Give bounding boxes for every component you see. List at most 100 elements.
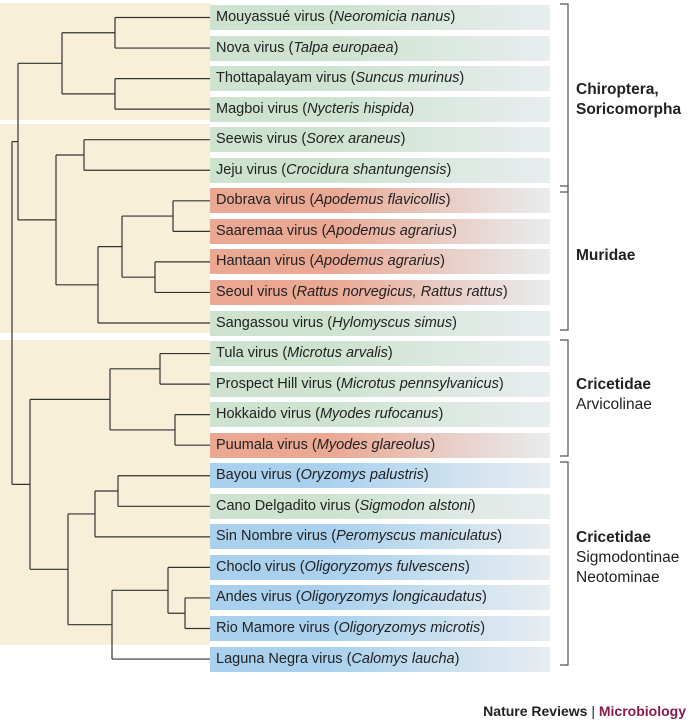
host-species: Oryzomys palustris <box>300 467 424 484</box>
closing-paren: ) <box>450 9 456 25</box>
virus-name: Puumala virus ( <box>216 436 317 453</box>
virus-name: Sin Nombre virus ( <box>216 528 337 545</box>
leaf-label: Nova virus (Talpa europaea) <box>210 35 550 61</box>
closing-paren: ) <box>400 131 406 148</box>
journal-section: Microbiology <box>598 703 686 719</box>
closing-paren: ) <box>393 39 399 56</box>
host-species: Talpa europaea <box>293 39 394 56</box>
host-species: Myodes glareolus <box>316 436 431 453</box>
group-subtitle: Arvicolinae <box>576 396 652 413</box>
leaf-label: Thottapalayam virus (Suncus murinus) <box>210 66 550 92</box>
virus-name: Jeju virus ( <box>216 161 287 178</box>
virus-name: Magboi virus ( <box>216 100 308 117</box>
host-species: Oligoryzomys longicaudatus <box>300 589 482 606</box>
leaf-label: Rio Mamore virus (Oligoryzomys microtis) <box>210 616 550 641</box>
leaf-label: Seewis virus (Sorex araneus) <box>210 127 550 153</box>
group-title: Cricetidae <box>576 529 651 546</box>
leaf-label: Jeju virus (Crocidura shantungensis) <box>210 157 550 183</box>
closing-paren: ) <box>409 100 415 117</box>
group-title: Cricetidae <box>576 376 651 393</box>
leaf-label: Bayou virus (Oryzomys palustris) <box>210 463 550 489</box>
virus-name: Dobrava virus ( <box>216 192 315 209</box>
host-species: Oligoryzomys fulvescens <box>304 558 465 575</box>
group-subtitle: Sigmodontinae <box>576 549 680 566</box>
leaf-label: Prospect Hill virus (Microtus pennsylvan… <box>210 371 550 397</box>
host-species: Hylomyscus simus <box>332 314 453 331</box>
group-title: Chiroptera, <box>576 81 659 98</box>
host-species: Apodemus agrarius <box>326 222 453 239</box>
leaf-label: Tula virus (Microtus arvalis) <box>210 341 550 367</box>
leaf-label: Laguna Negra virus (Calomys laucha) <box>210 646 550 672</box>
virus-name: Andes virus ( <box>216 589 301 606</box>
virus-name: Prospect Hill virus ( <box>216 375 341 392</box>
virus-name: Bayou virus ( <box>216 467 301 484</box>
group-label-chiroptera-soricomorpha: Chiroptera, Soricomorpha <box>576 80 681 120</box>
host-species: Rattus norvegicus, Rattus rattus <box>296 283 503 300</box>
host-species: Neoromicia nanus <box>333 9 451 25</box>
group-bracket <box>560 185 569 331</box>
closing-paren: ) <box>502 283 508 300</box>
host-species: Microtus arvalis <box>287 345 388 362</box>
virus-name: Hokkaido virus ( <box>216 406 320 423</box>
host-species: Myodes rufocanus <box>319 406 439 423</box>
host-species: Microtus pennsylvanicus <box>340 375 499 392</box>
group-bracket <box>560 3 569 193</box>
virus-name: Nova virus ( <box>216 39 294 56</box>
credit-separator: | <box>591 703 595 719</box>
virus-name: Thottapalayam virus ( <box>216 70 356 87</box>
leaf-label: Magboi virus (Nycteris hispida) <box>210 96 550 122</box>
virus-name: Tula virus ( <box>216 345 288 362</box>
host-species: Peromyscus maniculatus <box>336 528 498 545</box>
closing-paren: ) <box>440 253 445 270</box>
leaf-label: Dobrava virus (Apodemus flavicollis) <box>210 188 550 214</box>
closing-paren: ) <box>430 436 436 453</box>
closing-paren: ) <box>452 314 457 331</box>
journal-credit: Nature Reviews | Microbiology <box>483 703 686 719</box>
virus-name: Cano Delgadito virus ( <box>216 497 360 514</box>
host-species: Apodemus agrarius <box>314 253 441 270</box>
host-species: Crocidura shantungensis <box>286 161 447 178</box>
background-band-cricetidae <box>0 340 210 645</box>
group-subtitle-2: Neotominae <box>576 569 660 586</box>
virus-name: Rio Mamore virus ( <box>216 620 339 636</box>
closing-paren: ) <box>497 528 503 545</box>
leaf-label: Hokkaido virus (Myodes rufocanus) <box>210 402 550 428</box>
virus-name: Hantaan virus ( <box>216 253 315 270</box>
closing-paren: ) <box>470 497 476 514</box>
closing-paren: ) <box>446 161 452 178</box>
leaf-label: Choclo virus (Oligoryzomys fulvescens) <box>210 554 550 580</box>
leaf-label: Andes virus (Oligoryzomys longicaudatus) <box>210 585 550 611</box>
virus-name: Saaremaa virus ( <box>216 222 327 239</box>
leaf-label: Hantaan virus (Apodemus agrarius) <box>210 249 550 275</box>
host-species: Apodemus flavicollis <box>314 192 446 209</box>
closing-paren: ) <box>481 589 487 606</box>
closing-paren: ) <box>445 192 451 209</box>
closing-paren: ) <box>480 620 486 636</box>
host-species: Suncus murinus <box>355 70 460 87</box>
group-bracket <box>560 461 569 666</box>
virus-name: Sangassou virus ( <box>216 314 333 331</box>
closing-paren: ) <box>423 467 429 484</box>
background-band-chiroptera <box>0 3 210 120</box>
closing-paren: ) <box>438 406 444 423</box>
closing-paren: ) <box>498 375 504 392</box>
closing-paren: ) <box>452 222 457 239</box>
closing-paren: ) <box>459 70 465 87</box>
closing-paren: ) <box>454 650 460 667</box>
virus-name: Mouyassué virus ( <box>216 9 334 25</box>
leaf-label: Seoul virus (Rattus norvegicus, Rattus r… <box>210 279 550 305</box>
leaf-label: Puumala virus (Myodes glareolus) <box>210 432 550 458</box>
group-label-muridae: Muridae <box>576 246 635 266</box>
closing-paren: ) <box>465 558 470 575</box>
host-species: Sorex araneus <box>306 131 401 148</box>
group-label-cricetidae-sigmodontinae: Cricetidae Sigmodontinae Neotominae <box>576 528 679 588</box>
host-species: Sigmodon alstoni <box>359 497 471 514</box>
group-bracket <box>560 339 569 457</box>
host-species: Nycteris hispida <box>307 100 410 117</box>
group-label-cricetidae-arvicolinae: Cricetidae Arvicolinae <box>576 375 652 415</box>
virus-name: Choclo virus ( <box>216 558 305 575</box>
virus-name: Laguna Negra virus ( <box>216 650 352 667</box>
leaf-label: Sangassou virus (Hylomyscus simus) <box>210 310 550 336</box>
group-title-2: Soricomorpha <box>576 101 682 118</box>
